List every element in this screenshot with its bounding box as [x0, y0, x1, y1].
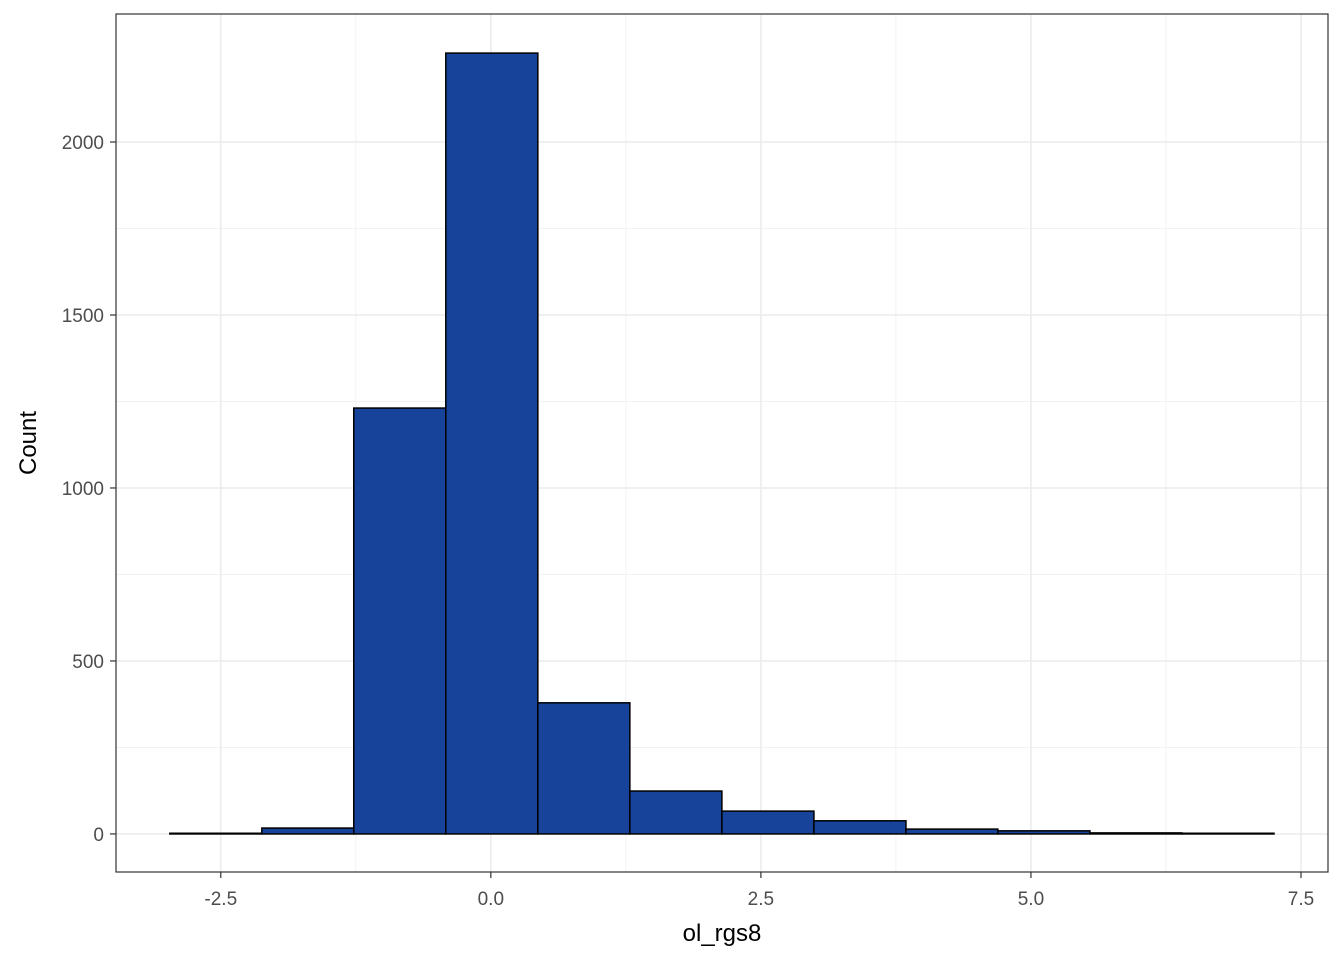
x-tick-label: 0.0 [478, 889, 504, 910]
bar [1089, 832, 1183, 835]
bar [353, 407, 447, 835]
bar [169, 832, 263, 835]
bar [629, 790, 723, 835]
x-axis-label: ol_rgs8 [683, 920, 762, 947]
y-axis-label: Count [15, 411, 42, 475]
axes: -2.5 0.0 2.5 5.0 7.5 0 500 1000 1500 2000 [62, 133, 1314, 910]
bars [169, 52, 1275, 835]
y-tick-label: 1500 [62, 306, 104, 327]
bar [997, 830, 1091, 835]
x-tick-label: -2.5 [204, 889, 237, 910]
bar [721, 810, 815, 835]
y-tick-label: 1000 [62, 479, 104, 500]
bar [445, 52, 539, 835]
x-tick-label: 2.5 [748, 889, 774, 910]
panel-border [115, 13, 1329, 873]
x-tick-label: 7.5 [1288, 889, 1314, 910]
bar [261, 827, 355, 835]
bar [813, 820, 907, 835]
bar [1181, 832, 1275, 835]
x-tick-label: 5.0 [1018, 889, 1044, 910]
y-tick-label: 2000 [62, 133, 104, 154]
y-tick-label: 0 [93, 825, 104, 846]
bar [537, 702, 631, 835]
y-tick-label: 500 [72, 652, 104, 673]
bar [905, 828, 999, 835]
